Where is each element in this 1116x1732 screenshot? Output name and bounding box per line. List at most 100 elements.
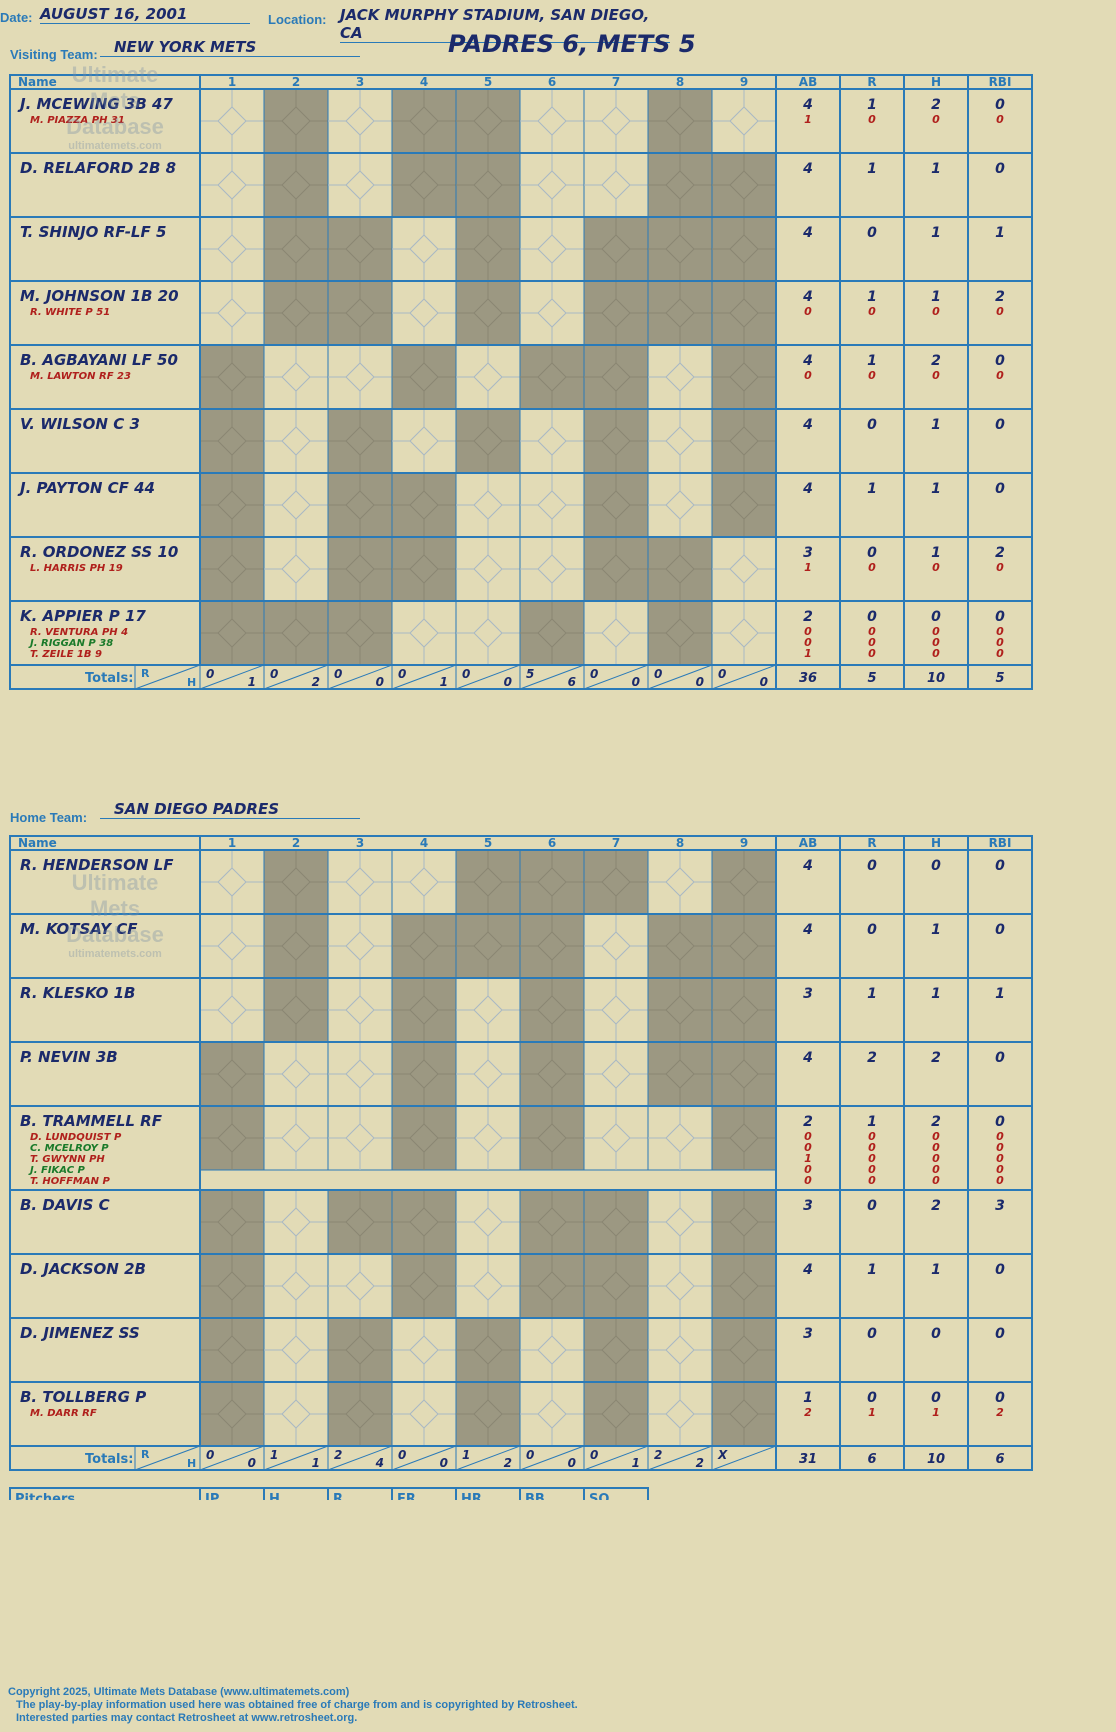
visitors-inning-runs: 0 [398,667,406,681]
home-stat-R: 1 [867,1262,877,1278]
visitors-stat-R: 1 [867,481,877,497]
home-diamond [473,1271,503,1301]
home-sub-stat: 0 [868,1141,876,1154]
home-diamond [281,1335,311,1365]
home-inning-hits: 0 [248,1456,256,1470]
home-stat-AB: 3 [803,986,813,1002]
home-stat-AB: 1 [803,1390,813,1406]
visitors-sub-stat: 0 [868,636,876,649]
visitors-inning-header-9: 9 [740,75,748,89]
home-stat-H: 2 [931,1114,941,1130]
visitors-sub-stat: 0 [932,647,940,660]
home-sub-stat: 0 [996,1174,1004,1187]
visitors-inning-hits: 1 [440,675,448,689]
visitors-stat-R: 1 [867,353,877,369]
visitors-inning-hits: 0 [696,675,704,689]
home-diamond [345,1123,375,1153]
visitors-sub-name: T. ZEILE 1B 9 [30,649,102,660]
visitors-inning-hits: 0 [760,675,768,689]
home-pitchers-header: Pitchers [15,1492,75,1500]
visitors-sub-stat: 0 [868,369,876,382]
home-inning-runs: X [717,1448,728,1462]
home-sub-stat: 2 [804,1406,812,1419]
home-sub-stat: 0 [932,1130,940,1143]
visitors-inning-header-1: 1 [228,75,236,89]
visitors-sub-name: L. HARRIS PH 19 [30,563,123,574]
visitors-inning-hits: 1 [248,675,256,689]
watermark-url: ultimatemets.com [68,948,162,960]
visitors-stat-H: 1 [931,417,941,433]
home-diamond [601,995,631,1025]
home-sub-name: T. HOFFMAN P [30,1176,110,1187]
home-sub-stat: 0 [804,1141,812,1154]
location-label: Location: [268,12,327,27]
home-diamond [345,867,375,897]
visitors-batter-name: B. AGBAYANI LF 50 [20,351,178,369]
home-game-total-AB: 31 [799,1452,817,1467]
home-inning-total-slash [583,1445,649,1471]
visitors-inning-total-slash [199,664,265,690]
visitors-inning-hits: 0 [632,675,640,689]
visitors-sub-stat: 0 [932,625,940,638]
home-diamond [473,1059,503,1089]
home-sub-stat: 0 [996,1141,1004,1154]
home-inning-header-8: 8 [676,836,684,850]
home-diamond [345,995,375,1025]
home-stat-AB: 3 [803,1198,813,1214]
visitors-batter-name: T. SHINJO RF-LF 5 [20,223,166,241]
visitors-stat-R: 1 [867,97,877,113]
home-stat-header-AB: AB [799,836,817,850]
home-game-total-H: 10 [927,1452,945,1467]
home-sub-stat: 0 [804,1174,812,1187]
home-diamond [665,1271,695,1301]
copyright-text: Copyright 2025, Ultimate Mets Database (… [8,1686,350,1698]
visitors-sub-stat: 1 [804,561,812,574]
home-stat-RBI: 3 [995,1198,1005,1214]
visitors-batter-name: J. MCEWING 3B 47 [17,95,173,113]
home-inning-total-slash [519,1445,585,1471]
home-stat-AB: 4 [802,1050,813,1066]
visitors-inning-header-2: 2 [292,75,300,89]
visiting-team-name: NEW YORK METS [100,38,360,57]
visitors-inning-hits: 0 [504,675,512,689]
ultimate-mets-watermark-logo-home: Ultimate Mets Database ultimatemets.com [40,870,190,990]
home-inning-total-slash [263,1445,329,1471]
visitors-name-header: Name [18,75,57,89]
visitors-sub-stat: 0 [868,305,876,318]
home-diamond [217,931,247,961]
home-inning-hits: 2 [696,1456,704,1470]
visitors-stat-H: 2 [931,353,941,369]
home-inning-total-slash [391,1445,457,1471]
visitors-inning-hits: 6 [568,675,576,689]
visiting-team-label: Visiting Team: [10,47,98,62]
home-inning-total-cell [711,1445,777,1471]
visitors-inning-header-8: 8 [676,75,684,89]
home-stat-R: 0 [867,1390,877,1406]
home-stat-RBI: 1 [995,986,1005,1002]
home-totals-row [9,1445,1033,1471]
home-stat-RBI: 0 [995,1050,1005,1066]
home-inning-runs: 0 [206,1448,214,1462]
home-diamond [281,1059,311,1089]
home-sub-stat: 0 [868,1163,876,1176]
home-sub-stat: 1 [804,1152,812,1165]
visitors-inning-header-7: 7 [612,75,620,89]
home-stat-H: 2 [931,1198,941,1214]
visitors-stat-RBI: 0 [995,417,1005,433]
visitors-sub-name: M. LAWTON RF 23 [30,371,131,382]
home-sub-stat: 1 [932,1406,940,1419]
visitors-game-total-AB: 36 [799,671,817,686]
home-stat-R: 1 [867,986,877,1002]
visitors-inning-header-3: 3 [356,75,364,89]
home-totals-label: Totals: [85,1452,133,1467]
visitors-stat-RBI: 0 [995,97,1005,113]
home-inning-header-6: 6 [548,836,556,850]
visitors-inning-runs: 0 [462,667,470,681]
visitors-totals-label: Totals: [85,671,133,686]
visitors-sub-stat: 0 [932,561,940,574]
home-stat-R: 0 [867,1326,877,1342]
visitors-sub-name: R. WHITE P 51 [30,307,110,318]
home-game-total-R: 6 [867,1452,876,1467]
visitors-batter-name: V. WILSON C 3 [20,415,140,433]
ultimate-mets-watermark-logo: Ultimate Mets Database ultimatemets.com [40,62,190,182]
